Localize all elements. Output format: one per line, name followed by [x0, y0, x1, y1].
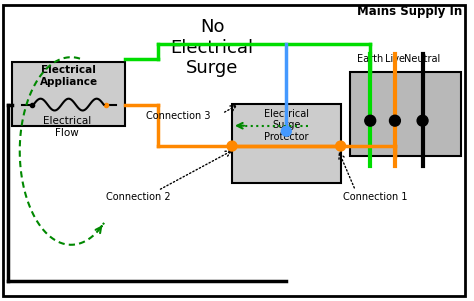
Text: Neutral: Neutral — [404, 54, 441, 64]
Text: Electrical
Surge
Protector: Electrical Surge Protector — [264, 109, 309, 142]
Circle shape — [336, 141, 346, 151]
Circle shape — [390, 115, 401, 126]
Text: Connection 3: Connection 3 — [146, 111, 210, 121]
Bar — [232, 104, 341, 183]
Text: Connection 2: Connection 2 — [106, 192, 171, 203]
Text: No
Electrical
Surge: No Electrical Surge — [171, 18, 254, 77]
Circle shape — [365, 115, 376, 126]
Bar — [350, 72, 461, 156]
Text: Electrical
Appliance: Electrical Appliance — [39, 65, 98, 87]
Bar — [12, 62, 126, 126]
Text: Earth: Earth — [357, 54, 383, 64]
Circle shape — [227, 141, 237, 151]
Text: Live: Live — [385, 54, 405, 64]
Circle shape — [282, 126, 291, 136]
Text: Electrical
Flow: Electrical Flow — [43, 116, 91, 138]
Circle shape — [417, 115, 428, 126]
Text: Connection 1: Connection 1 — [343, 192, 408, 203]
Text: Mains Supply In: Mains Supply In — [357, 5, 462, 18]
